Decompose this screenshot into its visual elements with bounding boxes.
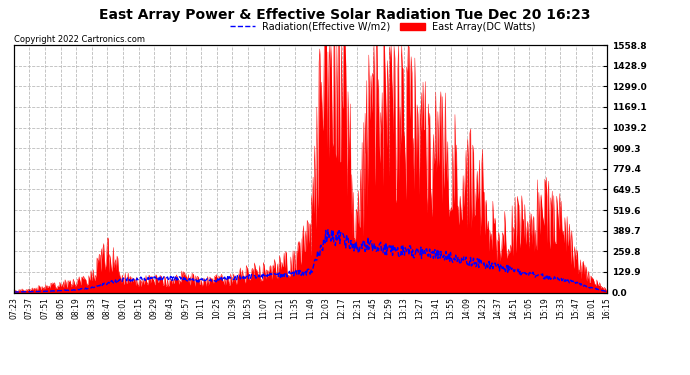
Legend: Radiation(Effective W/m2), East Array(DC Watts): Radiation(Effective W/m2), East Array(DC… <box>226 18 540 36</box>
Text: East Array Power & Effective Solar Radiation Tue Dec 20 16:23: East Array Power & Effective Solar Radia… <box>99 8 591 21</box>
Text: Copyright 2022 Cartronics.com: Copyright 2022 Cartronics.com <box>14 35 145 44</box>
